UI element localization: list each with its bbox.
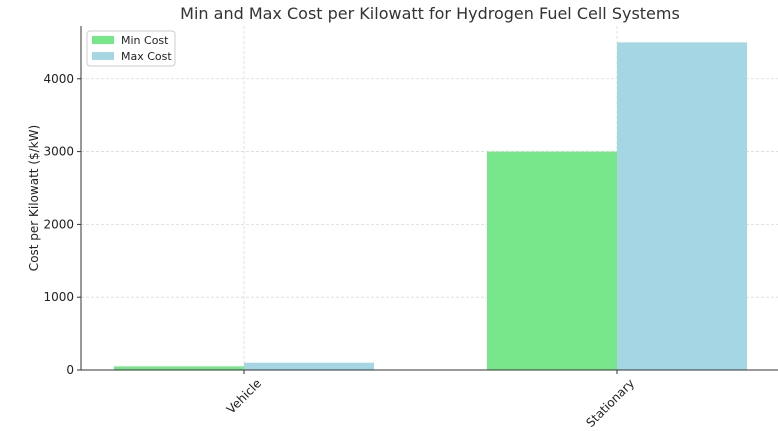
y-tick-label: 4000	[43, 72, 74, 86]
chart-title: Min and Max Cost per Kilowatt for Hydrog…	[180, 4, 680, 23]
y-tick-label: 2000	[43, 217, 74, 231]
bar-min-cost-stationary	[487, 151, 617, 370]
bar-max-cost-vehicle	[244, 362, 374, 370]
y-axis-ticks: 0 1000 2000 3000 4000	[43, 72, 81, 377]
y-axis-label: Cost per Kilowatt ($/kW)	[27, 125, 41, 271]
legend-entry: Min Cost	[121, 34, 169, 47]
x-tick-label: Vehicle	[224, 376, 264, 416]
bar-min-cost-vehicle	[114, 366, 244, 370]
y-tick-label: 1000	[43, 290, 74, 304]
legend: Min Cost Max Cost	[86, 30, 176, 67]
y-tick-label: 0	[66, 363, 74, 377]
legend-swatch	[92, 36, 114, 44]
x-tick-label: Stationary	[583, 376, 637, 430]
legend-swatch	[92, 52, 114, 60]
bars	[114, 42, 747, 370]
legend-entry: Max Cost	[121, 50, 172, 63]
axes	[80, 26, 778, 371]
bar-max-cost-stationary	[617, 42, 747, 370]
x-axis-ticks: Vehicle Stationary	[224, 370, 637, 430]
y-tick-label: 3000	[43, 145, 74, 159]
